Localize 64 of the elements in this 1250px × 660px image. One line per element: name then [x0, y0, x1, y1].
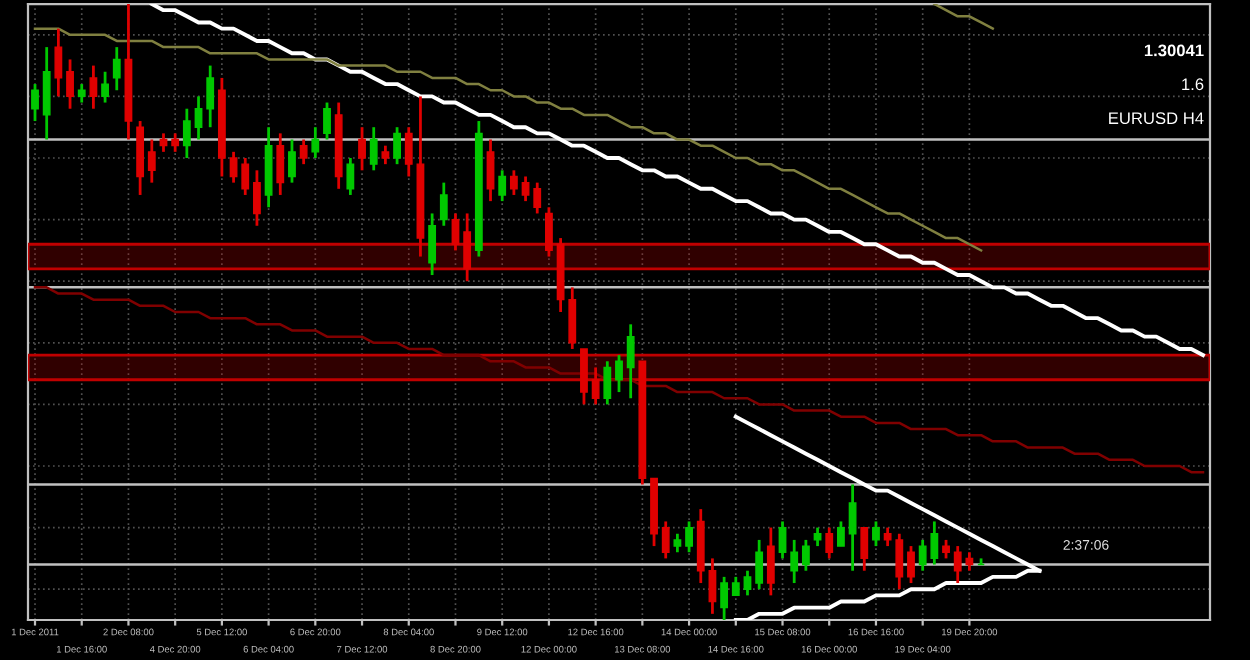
candlestick [54, 27, 63, 98]
candlestick [580, 347, 588, 406]
candlestick [358, 125, 366, 172]
candlestick [813, 526, 822, 548]
candlestick [299, 138, 308, 166]
candlestick [743, 569, 752, 597]
candlestick [323, 101, 331, 141]
candlestick [615, 353, 623, 394]
candlestick [112, 45, 121, 92]
candlestick [778, 520, 787, 560]
candlestick [720, 575, 729, 620]
candlestick [837, 520, 845, 548]
candlestick [77, 82, 86, 104]
candlestick [463, 212, 472, 283]
annotation: 1.6 [1182, 78, 1204, 91]
candlestick [182, 107, 191, 160]
candlestick [276, 131, 285, 197]
candlestick [907, 544, 915, 585]
annotation: EURUSD H4 [1109, 112, 1204, 125]
candlestick [509, 168, 518, 197]
candlestick [147, 138, 156, 185]
candlestick [801, 538, 810, 573]
candlestick [346, 156, 355, 197]
candlestick [731, 575, 740, 597]
candlestick [603, 359, 612, 406]
candlestick [591, 366, 600, 406]
candlestick [766, 526, 775, 597]
candlestick [101, 70, 109, 104]
candlestick [521, 175, 530, 203]
candlestick [451, 212, 460, 252]
candlestick [860, 526, 869, 573]
candlestick [439, 181, 448, 228]
candlestick [533, 181, 542, 215]
candlestick [872, 520, 880, 548]
candlestick [66, 58, 74, 111]
candlestick [31, 82, 39, 123]
candlestick [393, 125, 401, 166]
candlestick [241, 156, 250, 197]
candlestick [673, 532, 682, 554]
candlestick [498, 168, 507, 203]
candlestick [89, 64, 98, 111]
candlestick [708, 557, 717, 616]
candlestick [253, 168, 261, 228]
candlestick [229, 150, 238, 185]
candlestick [755, 538, 764, 591]
candlestick [206, 64, 215, 129]
candlestick [404, 125, 413, 178]
candlestick [942, 538, 950, 560]
candlestick [381, 144, 390, 166]
candlestick [311, 125, 320, 160]
candlestick [545, 205, 553, 258]
candlestick [661, 520, 670, 560]
annotation: 1.30041 [1144, 44, 1204, 57]
candlestick [369, 125, 378, 172]
candlestick [428, 212, 437, 277]
candlestick [171, 131, 180, 154]
candlestick [848, 483, 857, 573]
candlestick [685, 520, 693, 554]
candlestick [790, 538, 799, 585]
candlestick [626, 322, 635, 400]
candlestick [825, 526, 834, 560]
candlestick [194, 95, 203, 141]
candlestick [42, 45, 51, 141]
candlestick [288, 138, 296, 185]
